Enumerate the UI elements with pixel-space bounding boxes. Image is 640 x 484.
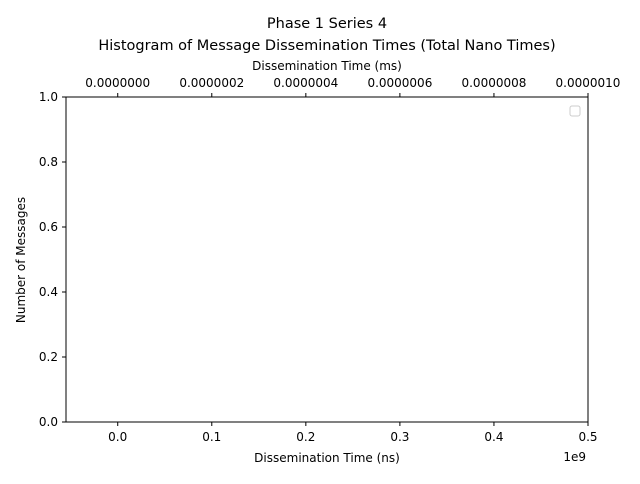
x-top-tick-label: 0.0000004: [273, 76, 338, 90]
y-tick-label: 0.2: [39, 350, 58, 364]
legend-box: [569, 105, 581, 117]
x-tick-label: 0.1: [202, 430, 221, 444]
x-axis-label: Dissemination Time (ns): [254, 451, 400, 465]
x-offset-text: 1e9: [563, 450, 586, 464]
x-tick-label: 0.3: [390, 430, 409, 444]
x-tick-label: 0.4: [484, 430, 503, 444]
y-axis-label: Number of Messages: [14, 197, 28, 323]
chart-subtitle: Histogram of Message Dissemination Times…: [98, 38, 555, 54]
y-tick-label: 0.0: [39, 415, 58, 429]
x-top-axis-label: Dissemination Time (ms): [252, 59, 402, 73]
y-axis-ticks: 0.0 0.2 0.4 0.6 0.8 1.0: [39, 90, 66, 429]
y-tick-label: 0.4: [39, 285, 58, 299]
y-tick-label: 0.8: [39, 155, 58, 169]
x-top-axis-ticks: 0.0000000 0.0000002 0.0000004 0.0000006 0.00…: [85, 76, 620, 97]
x-top-tick-label: 0.0000010: [556, 76, 621, 90]
y-tick-label: 1.0: [39, 90, 58, 104]
x-tick-label: 0.5: [578, 430, 597, 444]
x-top-tick-label: 0.0000006: [367, 76, 432, 90]
x-top-tick-label: 0.0000002: [179, 76, 244, 90]
x-tick-label: 0.0: [108, 430, 127, 444]
x-top-tick-label: 0.0000000: [85, 76, 150, 90]
x-axis-ticks: 0.0 0.1 0.2 0.3 0.4 0.5: [108, 422, 598, 444]
x-top-tick-label: 0.0000008: [461, 76, 526, 90]
x-tick-label: 0.2: [296, 430, 315, 444]
y-tick-label: 0.6: [39, 220, 58, 234]
chart-title: Phase 1 Series 4: [267, 16, 387, 32]
plot-area: [65, 96, 589, 423]
